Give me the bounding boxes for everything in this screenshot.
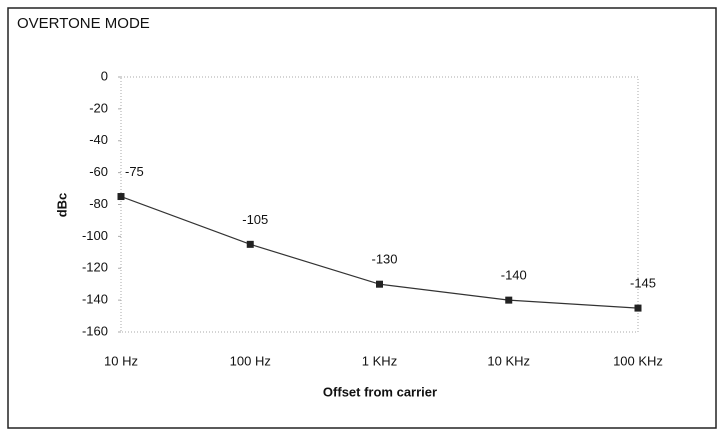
data-point	[505, 296, 513, 304]
x-tick-label: 100 Hz	[230, 353, 271, 368]
data-point	[376, 280, 383, 288]
x-tick-label: 1 KHz	[362, 353, 397, 368]
data-label: -130	[372, 252, 398, 267]
y-tick-label: 0	[101, 68, 108, 83]
x-axis-title: Offset from carrier	[323, 384, 437, 399]
y-tick-label: -100	[82, 228, 108, 243]
x-tick-label: 10 KHz	[487, 353, 530, 368]
data-point	[634, 304, 642, 312]
chart-title: OVERTONE MODE	[17, 15, 150, 32]
x-tick-label: 10 Hz	[104, 353, 138, 368]
y-tick-label: -140	[82, 292, 108, 307]
data-label: -140	[501, 268, 527, 283]
data-point	[117, 193, 125, 201]
y-tick-label: -40	[89, 132, 108, 147]
data-label: -105	[242, 212, 268, 227]
data-point	[246, 240, 254, 248]
y-tick-label: -120	[82, 260, 108, 275]
data-label: -145	[630, 276, 656, 291]
data-label: -75	[125, 164, 144, 179]
y-tick-label: -80	[89, 196, 108, 211]
y-tick-label: -160	[82, 323, 108, 338]
chart-frame	[7, 7, 717, 429]
y-tick-label: -60	[89, 164, 108, 179]
x-tick-label: 100 KHz	[613, 353, 663, 368]
y-tick-label: -20	[89, 100, 108, 115]
y-axis-title: dBc	[54, 193, 69, 218]
